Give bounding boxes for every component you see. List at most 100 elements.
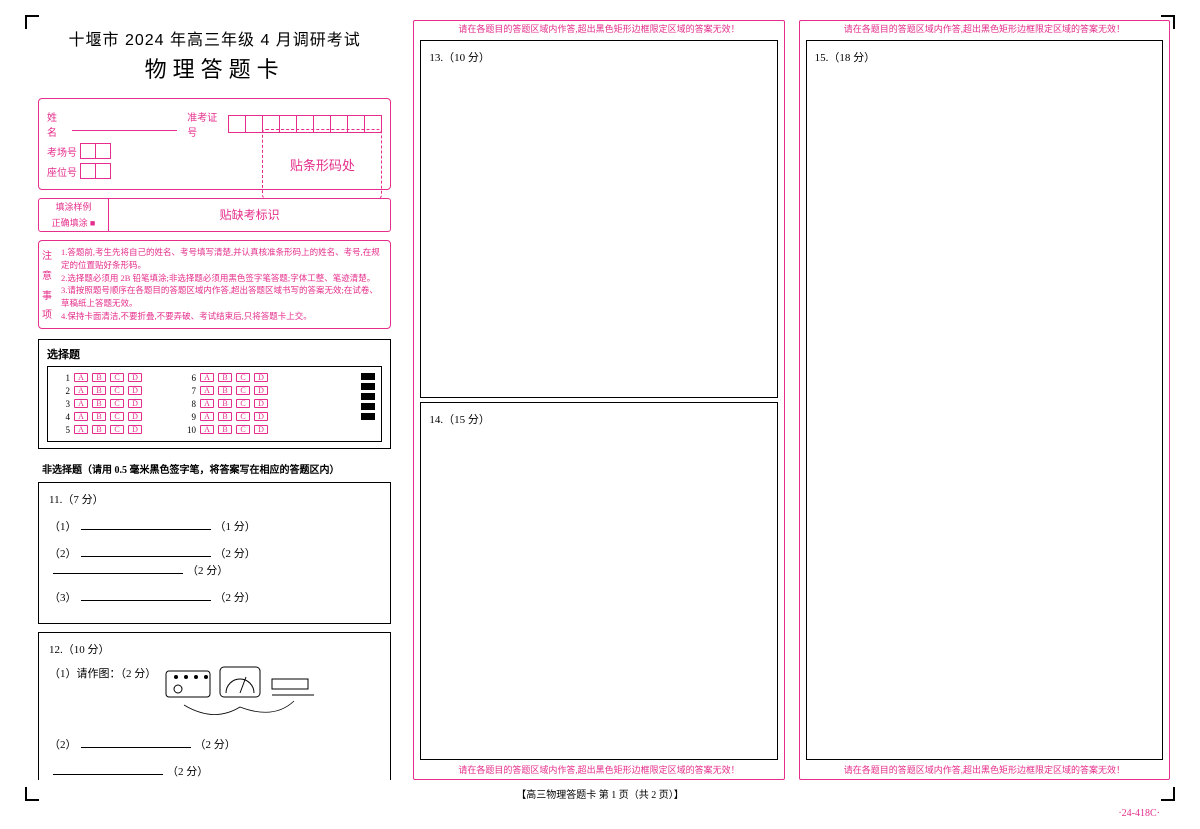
bubble-D[interactable]: D — [128, 386, 142, 395]
bubble-A[interactable]: A — [200, 386, 214, 395]
column-2: 请在各题目的答题区域内作答,超出黑色矩形边框限定区域的答案无效！ 13.（10 … — [413, 20, 784, 780]
crop-mark-bl — [25, 787, 39, 801]
bubble-A[interactable]: A — [74, 412, 88, 421]
q12-title: 12.（10 分） — [49, 641, 380, 657]
q14-area[interactable]: 14.（15 分） — [420, 402, 777, 760]
bubble-B[interactable]: B — [218, 425, 232, 434]
bubble-B[interactable]: B — [218, 373, 232, 382]
bubble-A[interactable]: A — [74, 425, 88, 434]
bubble-C[interactable]: C — [236, 425, 250, 434]
notice-side-title: 注意事项 — [39, 241, 55, 328]
bubble-D[interactable]: D — [128, 425, 142, 434]
fill-sample-label: 填涂样例 — [39, 199, 108, 215]
points-label: （2 分） — [215, 545, 256, 561]
mcq-row: 1ABCD — [56, 373, 142, 383]
card-title: 物理答题卡 — [30, 52, 399, 84]
seat-boxes[interactable] — [81, 163, 111, 179]
q15-title: 15.（18 分） — [815, 52, 876, 64]
mcq-row: 3ABCD — [56, 399, 142, 409]
column-1: 十堰市 2024 年高三年级 4 月调研考试 物理答题卡 姓 名 准考证号 考场… — [30, 20, 399, 780]
bubble-D[interactable]: D — [128, 399, 142, 408]
bubble-C[interactable]: C — [236, 412, 250, 421]
bubble-A[interactable]: A — [74, 386, 88, 395]
bubble-C[interactable]: C — [110, 373, 124, 382]
name-field[interactable] — [72, 117, 177, 131]
correct-fill-label: 正确填涂 ■ — [39, 215, 108, 231]
q12-sub1: （1）请作图：（2 分） — [49, 665, 156, 681]
blank-field[interactable] — [81, 517, 211, 530]
bubble-A[interactable]: A — [200, 399, 214, 408]
mcq-col-right: 6ABCD7ABCD8ABCD9ABCD10ABCD — [182, 373, 268, 435]
name-label: 姓 名 — [47, 109, 68, 139]
answer-line: （3）（2 分） — [49, 588, 380, 605]
bubble-A[interactable]: A — [74, 399, 88, 408]
bubble-D[interactable]: D — [254, 425, 268, 434]
bubble-B[interactable]: B — [92, 399, 106, 408]
mcq-bubble-grid: 1ABCD2ABCD3ABCD4ABCD5ABCD 6ABCD7ABCD8ABC… — [47, 366, 382, 442]
bubble-B[interactable]: B — [92, 386, 106, 395]
crop-mark-tl — [25, 15, 39, 29]
answer-line: （1）（1 分） — [49, 517, 380, 534]
bubble-C[interactable]: C — [110, 386, 124, 395]
examnum-label: 准考证号 — [187, 109, 225, 139]
bubble-D[interactable]: D — [128, 412, 142, 421]
mcq-row: 2ABCD — [56, 386, 142, 396]
bubble-D[interactable]: D — [254, 412, 268, 421]
bubble-A[interactable]: A — [200, 412, 214, 421]
q15-area[interactable]: 15.（18 分） — [806, 40, 1163, 761]
bubble-B[interactable]: B — [218, 386, 232, 395]
exam-title: 十堰市 2024 年高三年级 4 月调研考试 — [30, 26, 399, 50]
blank-field[interactable] — [81, 544, 211, 557]
bubble-C[interactable]: C — [236, 386, 250, 395]
notice-box: 注意事项 1.答题前,考生先将自己的姓名、考号填写清楚,并认真核准条形码上的姓名… — [38, 240, 391, 329]
bubble-D[interactable]: D — [254, 399, 268, 408]
bubble-C[interactable]: C — [110, 412, 124, 421]
bubble-B[interactable]: B — [218, 412, 232, 421]
circuit-diagram — [164, 665, 324, 725]
q11-box: 11.（7 分） （1）（1 分）（2）（2 分）（2 分）（3）（2 分） — [38, 482, 391, 624]
barcode-label: 贴条形码处 — [290, 155, 355, 174]
q12-box: 12.（10 分） （1）请作图：（2 分） — [38, 632, 391, 781]
bubble-A[interactable]: A — [200, 373, 214, 382]
barcode-area: 贴条形码处 — [262, 129, 382, 199]
q11-lines: （1）（1 分）（2）（2 分）（2 分）（3）（2 分） — [49, 517, 380, 605]
q14-title: 14.（15 分） — [429, 414, 490, 426]
footer-code: ·24-418C· — [1118, 808, 1160, 819]
column-layout: 十堰市 2024 年高三年级 4 月调研考试 物理答题卡 姓 名 准考证号 考场… — [30, 20, 1170, 780]
bubble-B[interactable]: B — [92, 425, 106, 434]
mcq-row: 7ABCD — [182, 386, 268, 396]
blank-field[interactable] — [53, 561, 183, 574]
mcq-col-left: 1ABCD2ABCD3ABCD4ABCD5ABCD — [56, 373, 142, 435]
bubble-C[interactable]: C — [110, 399, 124, 408]
points-label: （2 分） — [187, 562, 228, 578]
bubble-D[interactable]: D — [254, 373, 268, 382]
bubble-D[interactable]: D — [254, 386, 268, 395]
bubble-C[interactable]: C — [236, 399, 250, 408]
answer-line: （2）（2 分） — [49, 735, 380, 752]
blank-field[interactable] — [81, 735, 191, 748]
timing-marks — [361, 373, 375, 420]
bubble-A[interactable]: A — [200, 425, 214, 434]
answer-line: （2 分） — [49, 762, 380, 779]
mcq-row: 6ABCD — [182, 373, 268, 383]
q13-title: 13.（10 分） — [429, 52, 490, 64]
crop-mark-tr — [1161, 15, 1175, 29]
bubble-C[interactable]: C — [236, 373, 250, 382]
q11-title: 11.（7 分） — [49, 491, 380, 507]
blank-field[interactable] — [81, 588, 211, 601]
bubble-A[interactable]: A — [74, 373, 88, 382]
blank-field[interactable] — [53, 762, 163, 775]
room-boxes[interactable] — [81, 143, 111, 159]
mcq-title: 选择题 — [47, 346, 382, 362]
bubble-B[interactable]: B — [92, 373, 106, 382]
points-label: （2 分） — [195, 736, 236, 752]
bubble-C[interactable]: C — [110, 425, 124, 434]
mcq-row: 10ABCD — [182, 425, 268, 435]
bubble-D[interactable]: D — [128, 373, 142, 382]
mcq-row: 8ABCD — [182, 399, 268, 409]
q12-lines: （2）（2 分）（2 分）（3）（2 分）（2 分） — [49, 735, 380, 781]
bubble-B[interactable]: B — [92, 412, 106, 421]
q13-area[interactable]: 13.（10 分） — [420, 40, 777, 398]
room-label: 考场号 — [47, 144, 77, 159]
bubble-B[interactable]: B — [218, 399, 232, 408]
